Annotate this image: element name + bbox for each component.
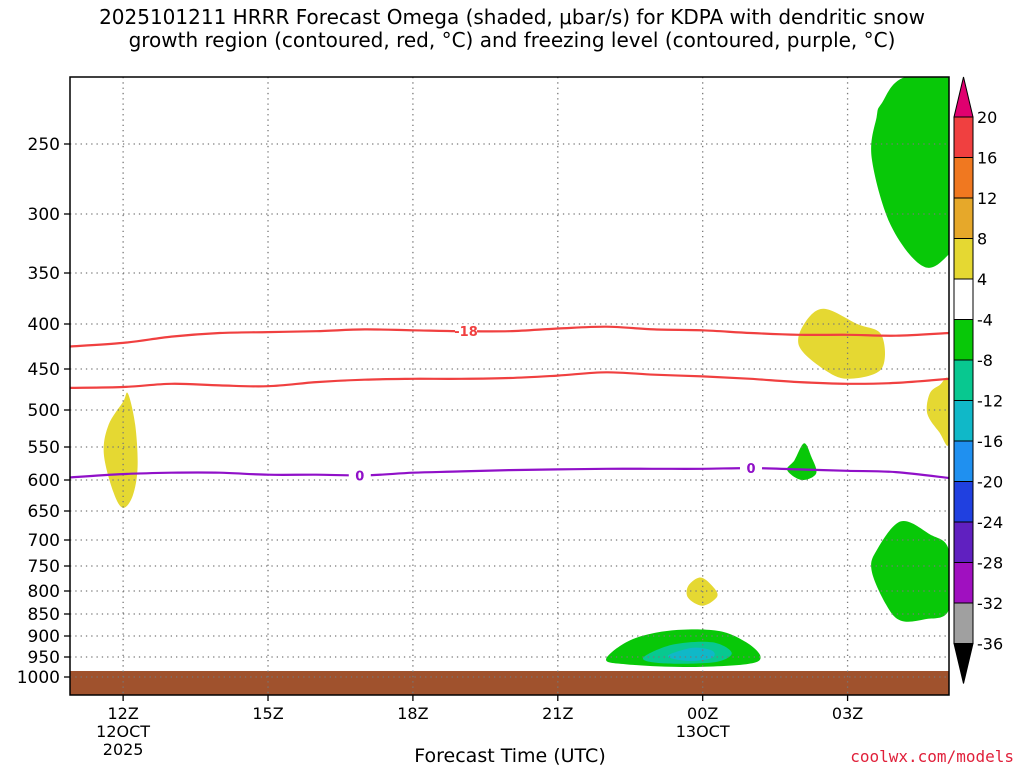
colorbar-label-0: 20	[977, 108, 997, 127]
y-tick-label-1000: 1000	[17, 668, 60, 688]
colorbar-bottom-arrow	[953, 643, 974, 684]
x-tick-label-18Z: 18Z	[397, 704, 428, 723]
x-tick-date-00Z: 13OCT	[676, 722, 730, 741]
y-tick-label-550: 550	[28, 438, 60, 458]
y-tick-label-850: 850	[28, 605, 60, 625]
colorbar-swatch-12	[953, 562, 974, 604]
colorbar-swatch-5	[953, 278, 974, 320]
colorbar-label-1: 16	[977, 149, 997, 168]
colorbar-label-7: -12	[977, 392, 1003, 411]
contour-line-0	[70, 466, 949, 480]
y-tick-label-700: 700	[28, 531, 60, 551]
y-tick-label-600: 600	[28, 471, 60, 491]
omega-region-1	[798, 308, 886, 379]
y-tick-label-750: 750	[28, 557, 60, 577]
colorbar-label-11: -28	[977, 554, 1003, 573]
y-tick-label-400: 400	[28, 315, 60, 335]
y-tick-label-650: 650	[28, 502, 60, 522]
colorbar-swatch-11	[953, 521, 974, 563]
x-tick-date-12Z: 12OCT	[96, 722, 150, 741]
colorbar-label-10: -24	[977, 513, 1003, 532]
contour-label-bg	[455, 324, 478, 339]
chart-title: 2025101211 HRRR Forecast Omega (shaded, …	[0, 6, 1024, 52]
x-tick-year-12Z: 2025	[103, 740, 144, 759]
omega-region-9	[667, 647, 715, 662]
contour-label--18-0: -18	[454, 325, 478, 340]
colorbar-label-9: -20	[977, 473, 1003, 492]
colorbar-swatch-9	[953, 440, 974, 482]
colorbar-label-3: 8	[977, 230, 987, 249]
y-tick-label-800: 800	[28, 582, 60, 602]
colorbar-swatch-6	[953, 319, 974, 361]
omega-region-4	[103, 392, 138, 508]
y-tick-label-950: 950	[28, 648, 60, 668]
colorbar-swatch-13	[953, 602, 974, 644]
contour-label-0-0: 0	[355, 469, 364, 484]
x-tick-label-00Z: 00Z	[687, 704, 718, 723]
y-tick-label-350: 350	[28, 264, 60, 284]
x-tick-label-21Z: 21Z	[542, 704, 573, 723]
colorbar-swatch-7	[953, 359, 974, 401]
y-tick-label-450: 450	[28, 360, 60, 380]
contour-line--12	[70, 371, 949, 389]
contour-label-bg	[348, 468, 371, 483]
colorbar-swatch-3	[953, 197, 974, 239]
colorbar-top-arrow	[953, 76, 974, 118]
colorbar-swatch-4	[953, 238, 974, 280]
x-tick-label-15Z: 15Z	[252, 704, 283, 723]
omega-region-2	[926, 377, 949, 446]
colorbar-label-13: -36	[977, 635, 1003, 654]
colorbar-swatch-8	[953, 400, 974, 442]
colorbar-label-5: -4	[977, 311, 993, 330]
x-tick-label-03Z: 03Z	[832, 704, 863, 723]
ground-surface	[70, 671, 949, 695]
contour-label-0-1: 0	[746, 462, 755, 477]
colorbar-label-8: -16	[977, 432, 1003, 451]
omega-region-0	[871, 77, 949, 268]
colorbar-swatch-1	[953, 116, 974, 158]
grid-lines	[70, 77, 949, 695]
colorbar-label-4: 4	[977, 270, 987, 289]
colorbar-label-2: 12	[977, 189, 997, 208]
contour-label-bg	[739, 461, 762, 476]
colorbar-swatch-2	[953, 157, 974, 199]
colorbar-label-6: -8	[977, 351, 993, 370]
x-tick-label-12Z: 12Z	[107, 704, 138, 723]
title-line-2: growth region (contoured, red, °C) and f…	[128, 28, 896, 52]
y-tick-label-500: 500	[28, 401, 60, 421]
y-tick-label-250: 250	[28, 135, 60, 155]
x-axis-label: Forecast Time (UTC)	[414, 745, 606, 767]
y-axis: 2503003504004505005506006507007508008509…	[17, 135, 70, 688]
y-tick-label-900: 900	[28, 627, 60, 647]
omega-shading	[103, 77, 949, 667]
ground-layer	[70, 671, 949, 695]
colorbar: 20 16 12 8 4 -4 -8 -12 -16 -20 -24 -28 -32 -36	[953, 76, 1003, 684]
colorbar-swatch-10	[953, 481, 974, 523]
temperature-contours: -18 0 0	[70, 324, 949, 484]
credit-text: coolwx.com/models	[850, 747, 1014, 766]
colorbar-label-12: -32	[977, 594, 1003, 613]
omega-region-5	[871, 520, 949, 622]
y-tick-label-300: 300	[28, 205, 60, 225]
plot-frame	[69, 76, 950, 696]
omega-region-3	[787, 443, 817, 481]
title-line-1: 2025101211 HRRR Forecast Omega (shaded, …	[99, 5, 925, 29]
contour-line--18	[70, 325, 949, 348]
